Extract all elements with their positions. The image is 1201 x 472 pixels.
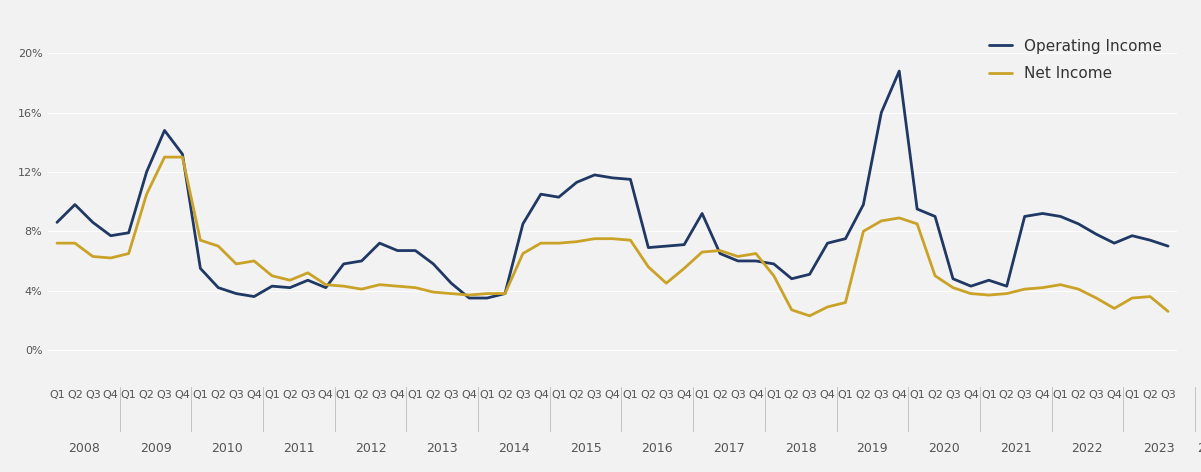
Net Income bbox=[623, 237, 638, 243]
Net Income bbox=[856, 228, 871, 234]
Text: 2011: 2011 bbox=[283, 442, 315, 455]
Text: 2015: 2015 bbox=[569, 442, 602, 455]
Text: 2018: 2018 bbox=[784, 442, 817, 455]
Operating Income bbox=[49, 219, 64, 225]
Text: 2021: 2021 bbox=[1000, 442, 1032, 455]
Legend: Operating Income, Net Income: Operating Income, Net Income bbox=[981, 31, 1170, 89]
Operating Income bbox=[354, 258, 369, 264]
Net Income bbox=[49, 240, 64, 246]
Operating Income bbox=[1161, 243, 1176, 249]
Line: Net Income: Net Income bbox=[56, 157, 1169, 316]
Text: 2020: 2020 bbox=[928, 442, 960, 455]
Net Income bbox=[802, 313, 817, 319]
Text: 2013: 2013 bbox=[426, 442, 458, 455]
Text: 2019: 2019 bbox=[856, 442, 889, 455]
Operating Income bbox=[587, 172, 602, 178]
Net Income bbox=[587, 236, 602, 242]
Line: Operating Income: Operating Income bbox=[56, 71, 1169, 298]
Net Income bbox=[372, 282, 387, 287]
Net Income bbox=[1143, 294, 1158, 299]
Operating Income bbox=[390, 248, 405, 253]
Text: 2010: 2010 bbox=[211, 442, 243, 455]
Net Income bbox=[1161, 309, 1176, 314]
Text: 2012: 2012 bbox=[354, 442, 387, 455]
Net Income bbox=[408, 285, 423, 290]
Text: 2014: 2014 bbox=[498, 442, 530, 455]
Operating Income bbox=[462, 295, 477, 301]
Text: 2009: 2009 bbox=[139, 442, 172, 455]
Text: 2023: 2023 bbox=[1143, 442, 1175, 455]
Operating Income bbox=[1143, 237, 1158, 243]
Text: 2022: 2022 bbox=[1071, 442, 1104, 455]
Text: 2024: 2024 bbox=[1197, 442, 1201, 455]
Text: 2017: 2017 bbox=[713, 442, 745, 455]
Operating Income bbox=[892, 68, 907, 74]
Text: 2016: 2016 bbox=[641, 442, 673, 455]
Net Income bbox=[157, 154, 172, 160]
Text: 2008: 2008 bbox=[68, 442, 100, 455]
Operating Income bbox=[838, 236, 853, 242]
Operating Income bbox=[623, 177, 638, 182]
